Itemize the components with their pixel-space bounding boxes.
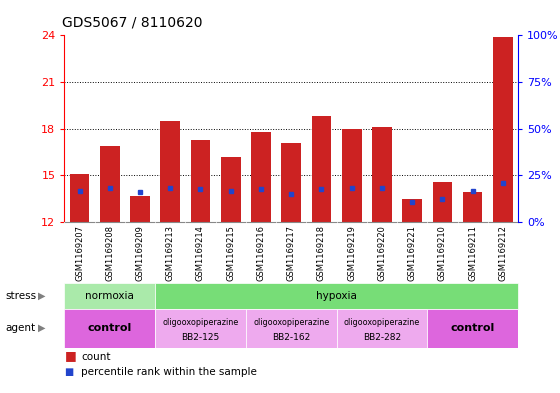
- Bar: [337, 309, 427, 348]
- Bar: [100, 146, 120, 222]
- Bar: [190, 140, 211, 222]
- Bar: [427, 309, 518, 348]
- Bar: [463, 193, 483, 222]
- Text: GSM1169210: GSM1169210: [438, 225, 447, 281]
- Text: GSM1169208: GSM1169208: [105, 225, 114, 281]
- Bar: [311, 116, 332, 222]
- Bar: [69, 174, 90, 222]
- Text: GSM1169212: GSM1169212: [498, 225, 507, 281]
- Bar: [493, 37, 513, 222]
- Text: BB2-125: BB2-125: [181, 334, 220, 342]
- Bar: [155, 283, 518, 309]
- Text: GDS5067 / 8110620: GDS5067 / 8110620: [62, 16, 202, 30]
- Text: normoxia: normoxia: [85, 291, 134, 301]
- Text: agent: agent: [6, 323, 36, 333]
- Text: GSM1169213: GSM1169213: [166, 225, 175, 281]
- Text: percentile rank within the sample: percentile rank within the sample: [81, 367, 257, 377]
- Text: GSM1169218: GSM1169218: [317, 225, 326, 281]
- Bar: [281, 143, 301, 222]
- Bar: [64, 283, 155, 309]
- Text: oligooxopiperazine: oligooxopiperazine: [344, 318, 420, 327]
- Bar: [372, 127, 392, 222]
- Text: stress: stress: [6, 291, 37, 301]
- Text: GSM1169220: GSM1169220: [377, 225, 386, 281]
- Text: BB2-162: BB2-162: [272, 334, 310, 342]
- Text: hypoxia: hypoxia: [316, 291, 357, 301]
- Text: ■: ■: [64, 367, 74, 377]
- Text: GSM1169217: GSM1169217: [287, 225, 296, 281]
- Text: ■: ■: [64, 349, 76, 362]
- Bar: [432, 182, 452, 222]
- Text: oligooxopiperazine: oligooxopiperazine: [253, 318, 329, 327]
- Text: ▶: ▶: [38, 323, 45, 333]
- Bar: [221, 157, 241, 222]
- Text: GSM1169211: GSM1169211: [468, 225, 477, 281]
- Bar: [130, 196, 150, 222]
- Bar: [246, 309, 337, 348]
- Text: GSM1169214: GSM1169214: [196, 225, 205, 281]
- Text: GSM1169219: GSM1169219: [347, 225, 356, 281]
- Text: GSM1169215: GSM1169215: [226, 225, 235, 281]
- Text: control: control: [87, 323, 132, 333]
- Text: GSM1169209: GSM1169209: [136, 225, 144, 281]
- Bar: [155, 309, 246, 348]
- Text: GSM1169207: GSM1169207: [75, 225, 84, 281]
- Bar: [342, 129, 362, 222]
- Text: control: control: [450, 323, 495, 333]
- Bar: [64, 309, 155, 348]
- Text: GSM1169216: GSM1169216: [256, 225, 265, 281]
- Text: GSM1169221: GSM1169221: [408, 225, 417, 281]
- Bar: [251, 132, 271, 222]
- Bar: [160, 121, 180, 222]
- Text: ▶: ▶: [38, 291, 45, 301]
- Bar: [402, 199, 422, 222]
- Text: oligooxopiperazine: oligooxopiperazine: [162, 318, 239, 327]
- Text: BB2-282: BB2-282: [363, 334, 401, 342]
- Text: count: count: [81, 352, 111, 362]
